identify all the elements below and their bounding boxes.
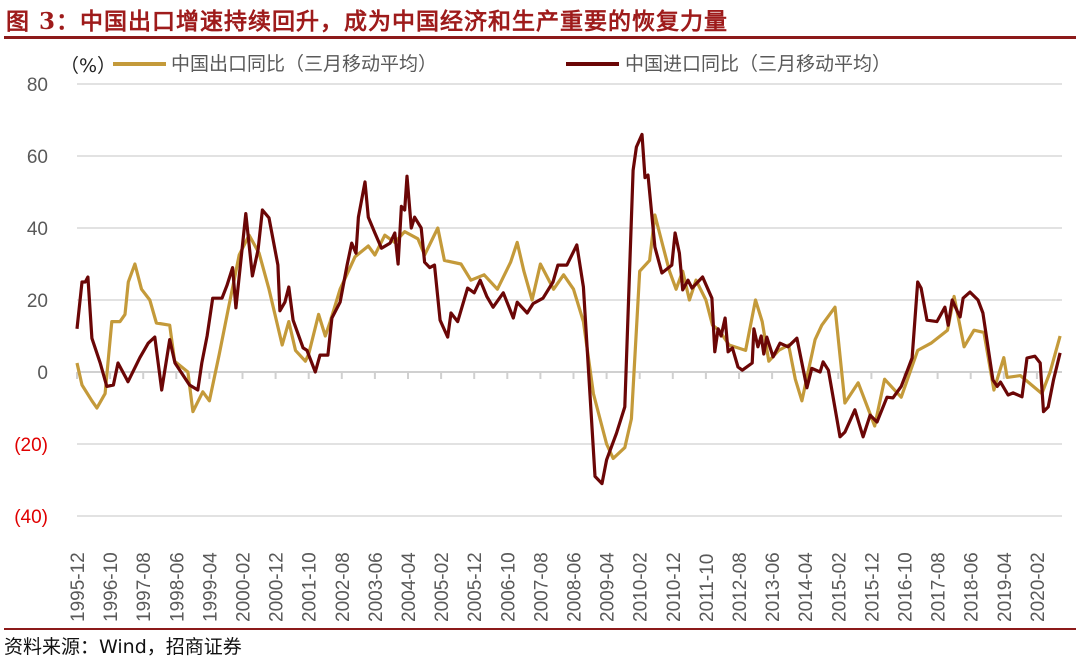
x-tick-label: 2009-04 (598, 552, 619, 622)
legend: （%） 中国出口同比（三月移动平均） 中国进口同比（三月移动平均） (60, 53, 891, 77)
y-tick-label: (40) (14, 507, 48, 528)
x-tick-label: 1997-08 (134, 552, 155, 622)
title-rule (4, 36, 1076, 39)
x-tick-label: 2000-12 (267, 552, 288, 622)
x-tick-label: 2019-04 (995, 552, 1016, 622)
x-tick-label: 2015-02 (829, 552, 850, 622)
import-yoy-line (75, 132, 1062, 486)
x-tick-label: 2000-02 (234, 552, 255, 622)
x-tick-label: 2007-08 (531, 552, 552, 622)
y-axis-ticks: 80 60 40 20 0 (20) (40) (14, 75, 48, 528)
y-tick-label: 60 (27, 147, 48, 168)
y-tick-label: 80 (27, 75, 48, 96)
x-tick-label: 2005-02 (432, 552, 453, 622)
y-tick-label: (20) (14, 435, 48, 456)
x-tick-label: 2008-06 (565, 552, 586, 622)
x-axis-ticks: 1995-12 1996-10 1997-08 1998-06 1999-04 2000-… (68, 372, 1049, 622)
x-tick-label: 2015-12 (862, 552, 883, 622)
y-tick-label: 40 (27, 219, 48, 240)
x-tick-label: 2010-02 (631, 552, 652, 622)
legend-label-export: 中国出口同比（三月移动平均） (171, 53, 437, 75)
y-tick-label: 20 (27, 291, 48, 312)
x-tick-label: 2011-10 (697, 554, 718, 622)
x-tick-label: 2003-06 (366, 552, 387, 622)
x-tick-label: 1999-04 (200, 552, 221, 622)
gridlines (77, 83, 1062, 517)
legend-label-import: 中国进口同比（三月移动平均） (625, 53, 891, 75)
x-tick-label: 2017-08 (929, 552, 950, 622)
x-tick-label: 2002-08 (333, 552, 354, 622)
x-tick-label: 1998-06 (167, 552, 188, 622)
y-tick-label: 0 (37, 363, 48, 384)
y-unit-label: （%） (60, 55, 116, 77)
x-tick-label: 1996-10 (101, 552, 122, 622)
x-tick-label: 2006-10 (498, 552, 519, 622)
source-note: 资料来源：Wind，招商证券 (4, 636, 242, 658)
x-tick-label: 2004-04 (399, 552, 420, 622)
x-tick-label: 2012-08 (730, 552, 751, 622)
x-tick-label: 2010-12 (664, 552, 685, 622)
x-tick-label: 2016-10 (896, 552, 917, 622)
x-tick-label: 2020-02 (1028, 552, 1049, 622)
figure-title: 图 3：中国出口增速持续回升，成为中国经济和生产重要的恢复力量 (6, 8, 729, 35)
export-yoy-line (75, 213, 1062, 460)
x-tick-label: 2013-06 (763, 552, 784, 622)
x-tick-label: 1995-12 (68, 552, 89, 622)
x-tick-label: 2014-04 (796, 552, 817, 622)
footer-rule (4, 628, 1076, 630)
x-tick-label: 2005-12 (465, 552, 486, 622)
x-tick-label: 2018-06 (962, 552, 983, 622)
series-lines (75, 132, 1062, 486)
x-tick-label: 2001-10 (300, 552, 321, 622)
